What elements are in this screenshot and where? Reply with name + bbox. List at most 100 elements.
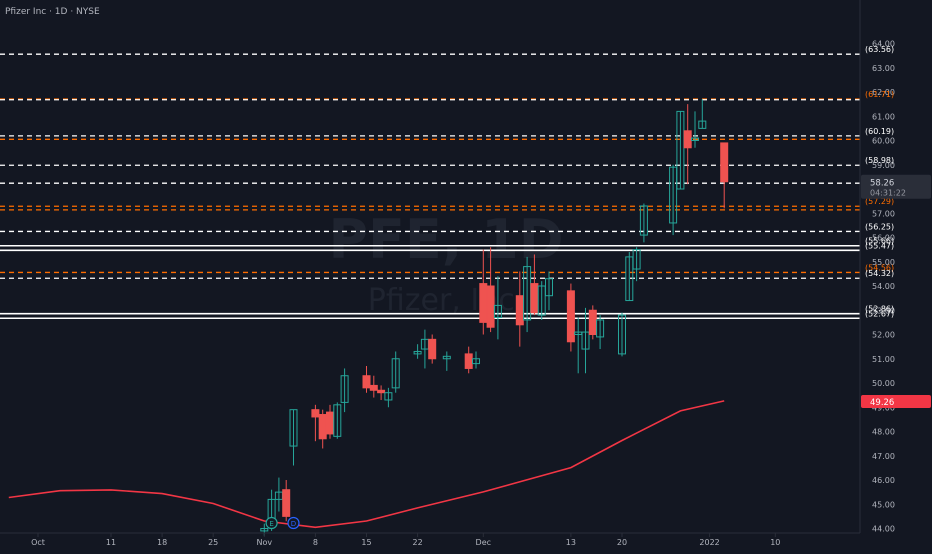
candle [537, 281, 546, 320]
candle [669, 164, 678, 236]
x-tick-label: 8 [313, 538, 318, 547]
event-marker-letter: D [291, 520, 296, 528]
y-axis-ticks: 44.0045.0046.0047.0048.0049.0050.0051.00… [872, 40, 895, 534]
candle-body [530, 283, 539, 314]
candle-body [318, 414, 327, 440]
candle-body [486, 285, 495, 328]
candle-body [691, 137, 699, 141]
candle-body [639, 205, 648, 236]
level-label: (56.25) [865, 222, 894, 231]
candle-body [588, 309, 597, 335]
candle [362, 366, 371, 393]
candle [340, 368, 349, 413]
candle [588, 305, 597, 340]
candle-body [369, 384, 378, 391]
level-label: (61.71) [865, 90, 894, 99]
candle-body [326, 411, 334, 435]
candle-body [596, 319, 605, 338]
candle [566, 283, 575, 352]
candle-body [632, 249, 641, 270]
level-label: (55.47) [865, 241, 894, 250]
event-marker-circle [265, 516, 278, 530]
x-axis-ticks: Oct 11 18 25 Nov 8 15 22 Dec 13 20 2022 10 [31, 533, 780, 547]
y-tick-label: 51.00 [872, 355, 895, 364]
candle-body [479, 283, 488, 323]
symbol-header[interactable]: Pfizer Inc · 1D · NYSE [5, 7, 100, 17]
candle [618, 312, 626, 357]
level-label: (52.86) [865, 305, 894, 314]
candle [377, 385, 386, 400]
candle [333, 402, 342, 439]
price-axis-bg [860, 0, 932, 550]
x-tick-label: Dec [476, 538, 491, 547]
candle [581, 307, 590, 374]
y-tick-label: 63.00 [872, 64, 895, 73]
candle-body [282, 489, 291, 517]
level-label: (63.56) [865, 45, 894, 54]
x-tick-label: 13 [566, 538, 576, 547]
candle [391, 351, 400, 393]
level-label: (54.56) [865, 263, 894, 272]
x-tick-label: 10 [770, 538, 780, 547]
level-label: (60.19) [865, 127, 894, 136]
y-tick-label: 59.00 [872, 161, 895, 170]
y-tick-label: 54.00 [872, 282, 895, 291]
candle-body [625, 256, 634, 302]
x-tick-label: 22 [413, 538, 423, 547]
candle-body [362, 375, 371, 389]
level-label: (52.67) [865, 309, 894, 318]
watermark-ticker: PFE, 1D [328, 208, 563, 271]
candle-body [676, 110, 685, 190]
candle-body [537, 285, 546, 316]
x-tick-label: Oct [31, 538, 45, 547]
y-tick-label: 44.00 [872, 525, 895, 534]
ma-price-tag-bg [861, 394, 931, 408]
y-tick-label: 61.00 [872, 112, 895, 121]
candle-body [515, 295, 524, 326]
candles [260, 99, 729, 536]
candle-body [464, 353, 473, 369]
y-tick-label: 48.00 [872, 428, 895, 437]
y-tick-label: 57.00 [872, 209, 895, 218]
candle [384, 387, 393, 408]
candle [720, 142, 729, 209]
candle-body [333, 404, 342, 437]
candle [596, 315, 605, 350]
x-tick-label: 25 [208, 538, 218, 547]
watermark-name: Pfizer, Inc. [368, 283, 525, 318]
y-tick-label: 55.00 [872, 258, 895, 267]
candle-body [493, 304, 502, 319]
x-tick-label: 11 [106, 538, 116, 547]
y-tick-label: 46.00 [872, 476, 895, 485]
candle-body [566, 290, 575, 343]
candle [639, 203, 648, 243]
y-tick-label: 52.00 [872, 331, 895, 340]
candle-body [340, 375, 349, 403]
y-tick-label: 53.00 [872, 306, 895, 315]
candle-body [260, 528, 269, 532]
candle-body [311, 409, 320, 418]
last-price-countdown: 04:31:22 [870, 189, 906, 198]
candle [472, 351, 480, 369]
x-tick-label: 2022 [699, 538, 719, 547]
candle [413, 344, 422, 359]
candle-body [377, 389, 386, 394]
candle [698, 99, 707, 129]
candle [289, 409, 298, 466]
level-label: (57.29) [865, 197, 894, 206]
y-tick-label: 47.00 [872, 452, 895, 461]
ma-price-value: 49.26 [870, 398, 894, 408]
candle-body [472, 358, 480, 365]
level-label: (54.32) [865, 269, 894, 278]
level-label: (55.66) [865, 237, 894, 246]
candle [691, 111, 699, 148]
candle-body [669, 166, 678, 224]
candle [282, 480, 291, 522]
candle [493, 276, 502, 340]
